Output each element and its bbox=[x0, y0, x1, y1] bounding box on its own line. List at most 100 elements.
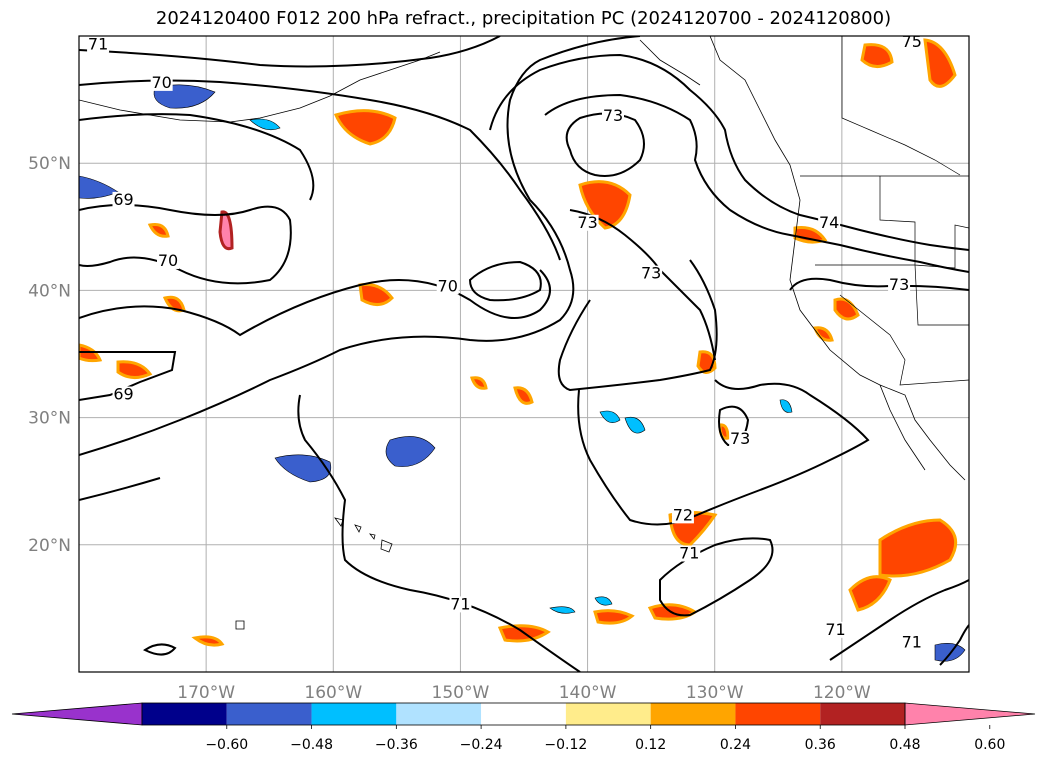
precip-area-positive bbox=[593, 609, 635, 625]
colorbar-label: 0.60 bbox=[974, 737, 1005, 753]
contour-line bbox=[143, 643, 177, 656]
contour-label-bg bbox=[576, 214, 599, 231]
contour-label: 70 bbox=[151, 73, 171, 92]
contour-label-bg bbox=[900, 634, 923, 651]
precip-area-negative bbox=[779, 399, 793, 413]
map-frame bbox=[78, 35, 970, 673]
contour-label-bg bbox=[729, 431, 752, 448]
coastline bbox=[879, 384, 926, 471]
borders bbox=[800, 36, 969, 386]
contour-label-bg bbox=[150, 74, 173, 91]
precip-area-positive bbox=[878, 518, 958, 578]
precip-area-negative bbox=[624, 416, 646, 434]
colorbar-label: 0.12 bbox=[635, 737, 666, 753]
contour-label: 71 bbox=[88, 35, 108, 54]
precip-area-positive bbox=[578, 180, 632, 230]
colorbar-label: 0.36 bbox=[805, 737, 836, 753]
lon-tick-label: 130°W bbox=[686, 683, 744, 703]
latitude-labels: 20°N 30°N 40°N 50°N bbox=[28, 154, 71, 556]
precip-area-positive bbox=[147, 223, 170, 238]
precip-area-negative bbox=[594, 596, 613, 606]
contour-label-bg bbox=[449, 596, 472, 613]
colorbar-label: −0.12 bbox=[544, 737, 587, 753]
contour-line bbox=[79, 351, 177, 401]
contour-label-bg bbox=[157, 252, 179, 269]
contour-label: 72 bbox=[673, 505, 693, 524]
precip-area-negative bbox=[599, 410, 621, 423]
contour-label: 70 bbox=[438, 276, 458, 295]
colorbar-label: −0.60 bbox=[205, 737, 248, 753]
colorbar-frame bbox=[141, 702, 906, 726]
contour-label-bg bbox=[112, 386, 135, 403]
colorbar-segment bbox=[142, 703, 227, 725]
lat-tick-label: 30°N bbox=[28, 409, 71, 429]
contour-label: 73 bbox=[641, 264, 661, 283]
colorbar-label: 0.24 bbox=[720, 737, 751, 753]
contour-line bbox=[939, 624, 969, 666]
precip-area-positive bbox=[333, 109, 397, 146]
colorbar-label: 0.48 bbox=[889, 737, 920, 753]
coastline bbox=[639, 39, 701, 86]
precip-area-positive bbox=[218, 210, 234, 251]
precip-area-positive bbox=[833, 297, 860, 321]
map-title: 2024120400 F012 200 hPa refract., precip… bbox=[155, 8, 892, 29]
contour-line bbox=[557, 259, 718, 392]
colorbar-segment bbox=[735, 703, 821, 725]
coastline bbox=[79, 51, 441, 123]
precip-area-positive bbox=[860, 43, 894, 68]
colorbar-label: −0.48 bbox=[290, 737, 333, 753]
contour-label-bg bbox=[900, 34, 923, 51]
lon-tick-label: 150°W bbox=[432, 683, 490, 703]
contour-label: 71 bbox=[825, 620, 845, 639]
contour-labels: 71 70 69 70 69 73 73 73 70 74 73 73 72 71 71 71 71 75 bbox=[87, 32, 923, 652]
colorbar-label: −0.36 bbox=[375, 737, 418, 753]
colorbar-segment bbox=[481, 703, 566, 725]
colorbar-segment bbox=[311, 703, 397, 725]
contour-line bbox=[79, 477, 161, 501]
colorbar-segment bbox=[396, 703, 482, 725]
precip-area-positive bbox=[191, 635, 225, 647]
contour-label: 73 bbox=[603, 106, 623, 125]
contour-label-bg bbox=[436, 278, 459, 295]
colorbar-extend-low bbox=[11, 702, 143, 726]
contour-line bbox=[468, 260, 542, 302]
contour-label-bg bbox=[678, 545, 701, 562]
contour-label: 71 bbox=[679, 544, 699, 563]
colorbar-label: −0.24 bbox=[460, 737, 503, 753]
lon-tick-label: 120°W bbox=[813, 683, 871, 703]
precip-area-positive bbox=[358, 283, 394, 306]
contour-line bbox=[829, 579, 969, 661]
colorbar-segment bbox=[820, 703, 905, 725]
precip-area-negative bbox=[385, 436, 436, 467]
precip-area-positive bbox=[116, 360, 153, 379]
contour-label: 69 bbox=[113, 385, 133, 404]
precip-area-negative bbox=[274, 454, 332, 483]
lat-tick-label: 40°N bbox=[28, 281, 71, 301]
island bbox=[235, 620, 245, 630]
contour-label-bg bbox=[824, 621, 847, 638]
colorbar-extend-high bbox=[904, 702, 1036, 726]
contour-line bbox=[79, 79, 561, 261]
contour-line bbox=[544, 93, 969, 273]
colorbar-segment bbox=[226, 703, 312, 725]
precip-shading bbox=[79, 38, 966, 662]
contour-line bbox=[789, 277, 969, 291]
precip-area-negative bbox=[549, 606, 576, 614]
contour-line bbox=[79, 204, 292, 285]
map-background bbox=[79, 36, 969, 672]
colorbar-segment bbox=[650, 703, 736, 725]
contour-line bbox=[577, 379, 870, 526]
contour-line bbox=[489, 53, 969, 251]
contour-line bbox=[297, 394, 581, 672]
colorbar-segment bbox=[565, 703, 651, 725]
contour-label: 74 bbox=[819, 213, 839, 232]
contour-line bbox=[79, 269, 551, 337]
lat-tick-label: 20°N bbox=[28, 536, 71, 556]
contour-line bbox=[659, 537, 774, 617]
contour-label-bg bbox=[888, 277, 911, 294]
contour-label: 73 bbox=[889, 275, 909, 294]
precip-area-positive bbox=[923, 38, 957, 88]
contour-label: 70 bbox=[158, 251, 178, 270]
coastline bbox=[709, 36, 966, 481]
contour-label-bg bbox=[671, 507, 694, 524]
